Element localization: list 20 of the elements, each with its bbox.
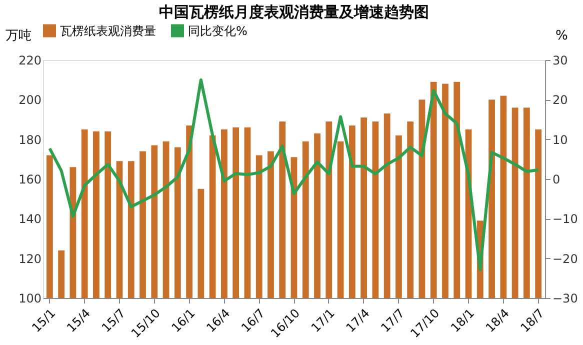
legend-label: 瓦楞纸表观消费量 xyxy=(60,24,156,38)
y2-tick-label: −10 xyxy=(552,212,578,226)
y2-tick-label: −30 xyxy=(552,292,578,306)
y-tick-label: 100 xyxy=(18,292,42,306)
y-axis-title: 万吨 xyxy=(6,28,32,44)
y2-tick-label: 30 xyxy=(552,54,568,68)
y-tick-label: 200 xyxy=(18,93,42,108)
legend-label: 同比变化% xyxy=(188,24,248,38)
y2-tick-label: 10 xyxy=(552,132,568,147)
y2-axis-title: % xyxy=(556,28,568,44)
chart-title: 中国瓦楞纸月度表观消费量及增速趋势图 xyxy=(159,3,429,21)
y2-tick-label: −20 xyxy=(552,252,578,266)
y-tick-label: 220 xyxy=(18,54,42,68)
y-tick-label: 180 xyxy=(18,132,42,147)
y-tick-label: 140 xyxy=(18,212,42,226)
y2-tick-label: 20 xyxy=(552,93,568,108)
y-tick-label: 160 xyxy=(18,172,42,186)
y2-tick-label: 0 xyxy=(552,172,560,186)
y-tick-label: 120 xyxy=(18,252,42,266)
line-series xyxy=(48,78,540,272)
